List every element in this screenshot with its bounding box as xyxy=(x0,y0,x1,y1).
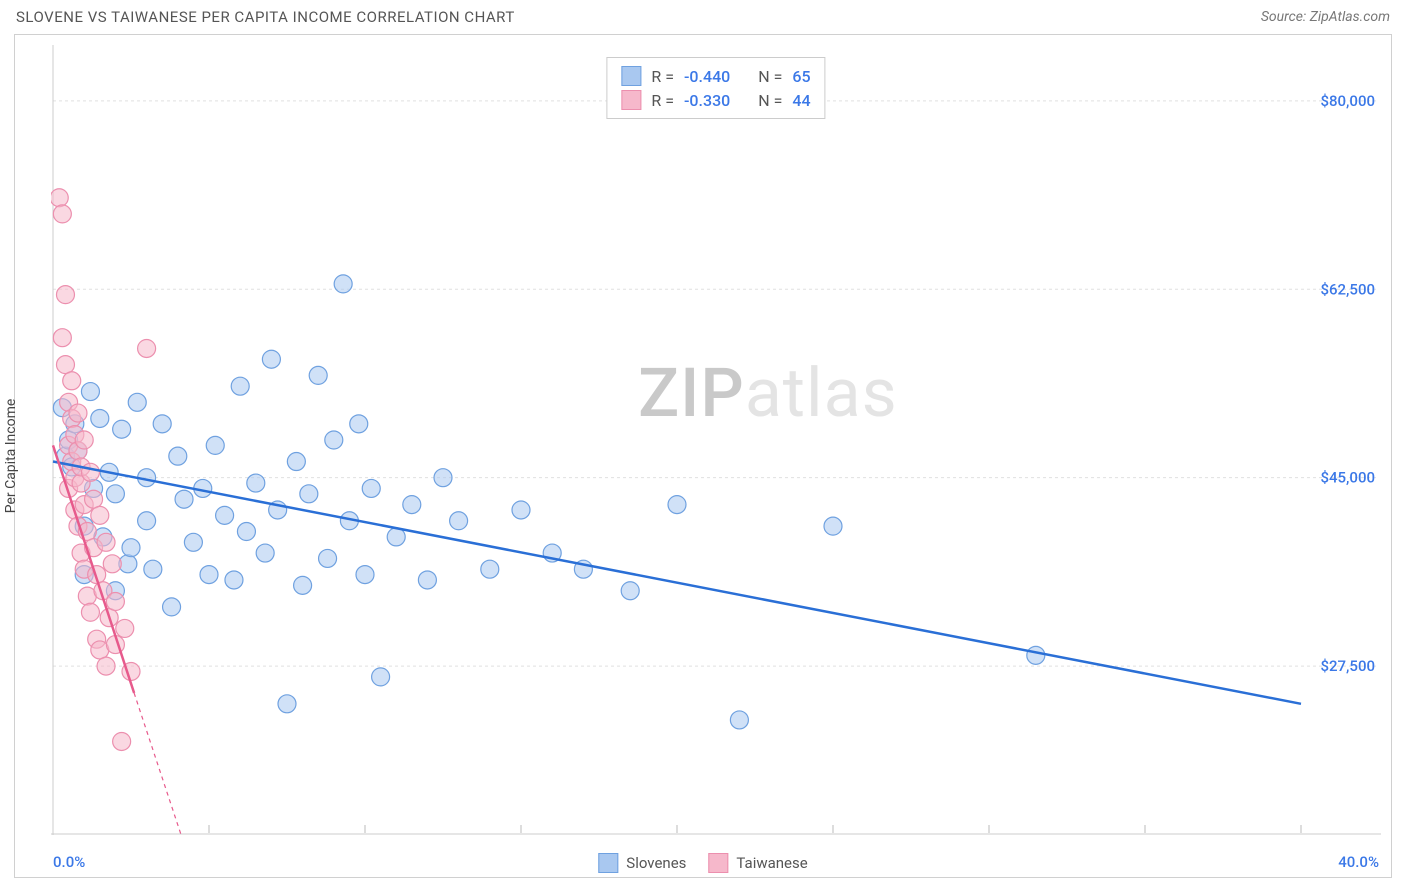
r-label-2: R = xyxy=(651,91,674,110)
svg-text:$80,000: $80,000 xyxy=(1320,92,1375,110)
n-label-1: N = xyxy=(758,67,782,86)
legend-swatch-taiwanese xyxy=(708,853,728,873)
r-label-1: R = xyxy=(651,67,674,86)
y-axis-label: Per Capita Income xyxy=(3,399,19,514)
swatch-slovenes xyxy=(621,66,641,86)
legend-label-taiwanese: Taiwanese xyxy=(736,854,807,872)
source-text: Source: ZipAtlas.com xyxy=(1261,9,1390,25)
r-value-1: -0.440 xyxy=(684,67,730,86)
svg-text:$45,000: $45,000 xyxy=(1320,469,1375,487)
svg-text:$62,500: $62,500 xyxy=(1320,280,1375,298)
legend-item-taiwanese: Taiwanese xyxy=(708,853,807,873)
bottom-legend: Slovenes Taiwanese xyxy=(598,853,807,873)
stats-row-2: R = -0.330 N = 44 xyxy=(621,88,810,112)
r-value-2: -0.330 xyxy=(684,91,730,110)
svg-text:$27,500: $27,500 xyxy=(1320,657,1375,675)
legend-item-slovenes: Slovenes xyxy=(598,853,686,873)
stats-legend: R = -0.440 N = 65 R = -0.330 N = 44 xyxy=(606,57,825,119)
legend-label-slovenes: Slovenes xyxy=(626,854,686,872)
stats-row-1: R = -0.440 N = 65 xyxy=(621,64,810,88)
chart-title: SLOVENE VS TAIWANESE PER CAPITA INCOME C… xyxy=(16,8,515,26)
n-value-2: 44 xyxy=(792,91,810,110)
swatch-taiwanese xyxy=(621,90,641,110)
n-label-2: N = xyxy=(758,91,782,110)
scatter-svg: $27,500 $45,000 $62,500 $80,000 xyxy=(51,45,1381,835)
legend-swatch-slovenes xyxy=(598,853,618,873)
x-axis-start: 0.0% xyxy=(53,853,85,871)
n-value-1: 65 xyxy=(792,67,810,86)
x-axis-end: 40.0% xyxy=(1338,853,1379,871)
plot-area: ZIPatlas $27,500$45,000$62,500$80,000 R … xyxy=(51,45,1381,835)
chart-container: Per Capita Income ZIPatlas $27,500$45,00… xyxy=(14,34,1392,878)
